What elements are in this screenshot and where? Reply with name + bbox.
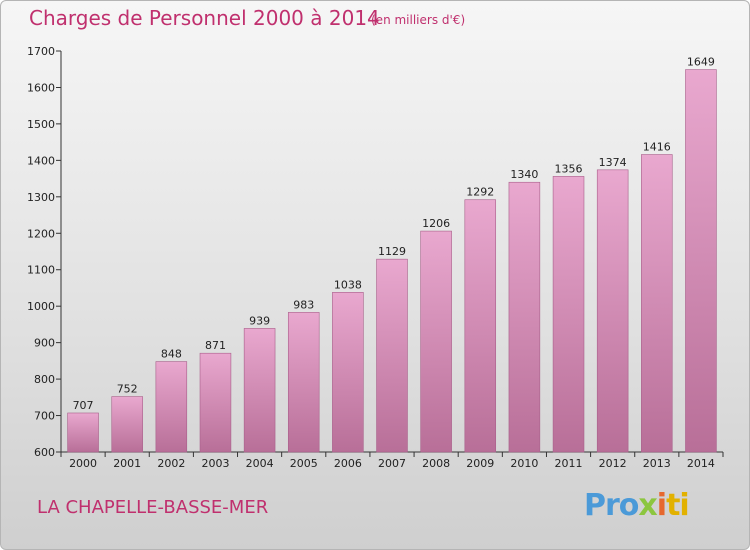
y-tick-label: 1100 xyxy=(27,264,55,277)
bar xyxy=(420,230,452,453)
y-tick-label: 1300 xyxy=(27,191,55,204)
x-tick-label: 2013 xyxy=(643,457,671,470)
x-tick-label: 2003 xyxy=(201,457,229,470)
bar xyxy=(199,352,232,453)
logo-part-1: Pro xyxy=(584,488,639,523)
y-tick-label: 700 xyxy=(34,410,55,423)
data-label: 1038 xyxy=(334,278,362,291)
x-tick-label: 2004 xyxy=(246,457,274,470)
x-axis: 2000 2001 2002 2003 2004 2005 2006 2007 2008 2009… xyxy=(60,451,724,470)
proxiti-logo: Proxiti xyxy=(584,488,690,523)
data-label: 1649 xyxy=(687,56,715,69)
chart-title: Charges de Personnel 2000 à 2014 xyxy=(29,6,380,30)
bar xyxy=(508,181,541,453)
x-tick-label: 2007 xyxy=(378,457,406,470)
data-label: 871 xyxy=(205,339,226,352)
data-label: 1374 xyxy=(599,156,627,169)
x-tick-label: 2008 xyxy=(422,457,450,470)
y-tick-label: 1400 xyxy=(27,154,55,167)
x-tick-label: 2014 xyxy=(687,457,715,470)
data-label: 1206 xyxy=(422,217,450,230)
data-label: 939 xyxy=(249,314,270,327)
bars xyxy=(67,69,717,453)
logo-part-3: i xyxy=(656,488,667,523)
data-label: 752 xyxy=(117,383,138,396)
bar xyxy=(376,258,408,453)
data-label: 983 xyxy=(293,298,314,311)
logo-part-4: ti xyxy=(666,488,690,523)
commune-name: LA CHAPELLE-BASSE-MER xyxy=(37,497,269,518)
y-tick-label: 1000 xyxy=(27,300,55,313)
bar xyxy=(67,412,99,453)
bar xyxy=(596,169,629,453)
x-tick-label: 2005 xyxy=(290,457,318,470)
y-tick-label: 600 xyxy=(34,446,55,459)
y-tick-label: 1200 xyxy=(27,227,55,240)
x-tick-label: 2006 xyxy=(334,457,362,470)
data-label: 1340 xyxy=(510,168,538,181)
data-label: 1129 xyxy=(378,245,406,258)
data-label: 1356 xyxy=(555,162,583,175)
bar xyxy=(464,199,497,453)
bar xyxy=(332,292,364,453)
data-labels: 707 752 848 871 939 983 1038 1129 1206 1292 1340 13… xyxy=(73,56,715,412)
x-tick-label: 2010 xyxy=(510,457,538,470)
bar xyxy=(287,312,320,453)
y-axis: 600 700 800 900 1000 1100 1200 1300 1400 1500 1600… xyxy=(27,45,62,459)
logo-part-2: x xyxy=(638,488,657,523)
y-tick-label: 900 xyxy=(34,337,55,350)
x-tick-label: 2012 xyxy=(599,457,627,470)
bar xyxy=(641,154,673,453)
y-tick-label: 1700 xyxy=(27,45,55,58)
bar xyxy=(111,396,143,453)
y-tick-label: 800 xyxy=(34,373,55,386)
chart-subtitle: (en milliers d'€) xyxy=(371,13,466,27)
y-tick-label: 1600 xyxy=(27,81,55,94)
x-tick-label: 2001 xyxy=(113,457,141,470)
bar xyxy=(155,361,188,453)
y-tick-label: 1500 xyxy=(27,118,55,131)
bar xyxy=(243,328,276,453)
x-tick-label: 2002 xyxy=(157,457,185,470)
x-tick-label: 2011 xyxy=(555,457,583,470)
data-label: 707 xyxy=(73,399,94,412)
bar xyxy=(685,69,717,453)
x-tick-label: 2000 xyxy=(69,457,97,470)
data-label: 1416 xyxy=(643,141,671,154)
x-tick-label: 2009 xyxy=(466,457,494,470)
data-label: 1292 xyxy=(466,186,494,199)
bar xyxy=(552,176,585,453)
data-label: 848 xyxy=(161,348,182,361)
